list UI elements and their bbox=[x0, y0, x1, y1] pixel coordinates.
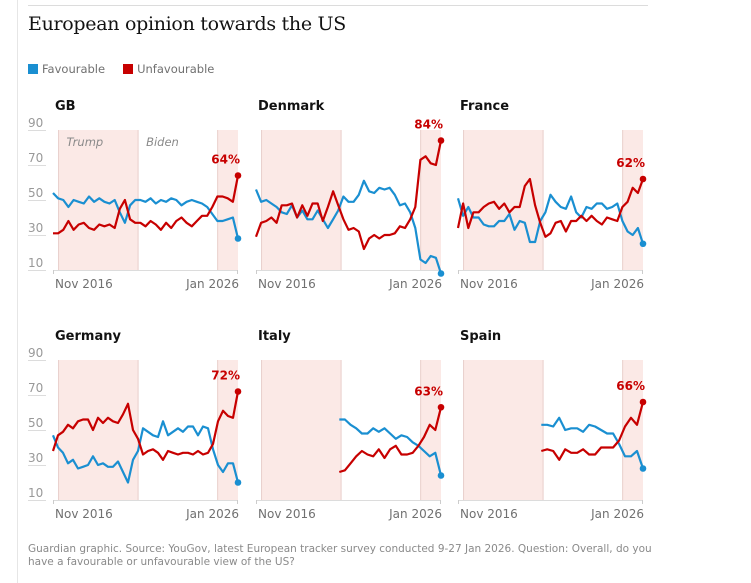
spain-xtick-start: Nov 2016 bbox=[460, 507, 518, 521]
gb-era-label-trump: Trump bbox=[67, 135, 104, 149]
spain-unfavourable-end-point bbox=[639, 398, 647, 406]
italy-xtick-end: Jan 2026 bbox=[388, 507, 442, 521]
spain-xtick-end: Jan 2026 bbox=[590, 507, 644, 521]
gb-ytick-50: 50 bbox=[28, 186, 43, 200]
italy-favourable-line bbox=[339, 418, 443, 476]
france-unfavourable-line bbox=[456, 177, 645, 238]
spain-era-shade-0 bbox=[463, 360, 544, 500]
germany-xtick-end: Jan 2026 bbox=[185, 507, 239, 521]
gb-unfavourable-end-point bbox=[234, 172, 242, 179]
italy-favourable-end-point bbox=[437, 472, 445, 479]
spain-favourable-line bbox=[541, 416, 645, 469]
france-panel-title: France bbox=[460, 99, 509, 114]
gb-ytick-90: 90 bbox=[28, 116, 43, 130]
italy-end-label: 63% bbox=[414, 384, 443, 398]
legend-label-favourable: Favourable bbox=[42, 62, 106, 76]
france-end-label: 62% bbox=[616, 156, 645, 170]
germany-ytick-30: 30 bbox=[28, 451, 43, 465]
germany-ytick-90: 90 bbox=[28, 346, 43, 360]
germany-unfavourable-end-point bbox=[234, 388, 242, 395]
legend-item-unfavourable: Unfavourable bbox=[123, 62, 214, 76]
denmark-unfavourable-end-point bbox=[437, 137, 445, 144]
gb-era-label-biden: Biden bbox=[146, 135, 179, 149]
legend: Favourable Unfavourable bbox=[28, 62, 214, 76]
germany-ytick-70: 70 bbox=[28, 381, 43, 395]
france-era-shade-0 bbox=[463, 130, 544, 270]
gb-favourable-line bbox=[52, 192, 240, 239]
spain-favourable-end-point bbox=[639, 465, 647, 472]
source-note: Guardian graphic. Source: YouGov, latest… bbox=[28, 543, 652, 568]
italy-unfavourable-line bbox=[338, 407, 443, 474]
germany-ytick-10: 10 bbox=[28, 486, 43, 500]
gb-unfavourable-line bbox=[53, 175, 240, 235]
spain-panel-title: Spain bbox=[460, 329, 501, 344]
germany-favourable-line bbox=[51, 420, 240, 484]
legend-label-unfavourable: Unfavourable bbox=[137, 62, 215, 76]
gb-xtick-end: Jan 2026 bbox=[185, 277, 239, 291]
germany-panel-title: Germany bbox=[55, 329, 121, 344]
denmark-era-shade-0 bbox=[261, 130, 342, 270]
france-xtick-end: Jan 2026 bbox=[590, 277, 644, 291]
italy-unfavourable-end-point bbox=[437, 403, 445, 411]
italy-panel-title: Italy bbox=[258, 329, 291, 344]
unfavourable-swatch-icon bbox=[123, 64, 134, 74]
spain-era-shade-2 bbox=[622, 360, 643, 500]
legend-item-favourable: Favourable bbox=[28, 62, 105, 76]
italy-era-shade-0 bbox=[261, 360, 342, 500]
denmark-favourable-line bbox=[254, 179, 443, 274]
denmark-end-label: 84% bbox=[414, 118, 443, 132]
denmark-unfavourable-line bbox=[254, 140, 443, 251]
favourable-swatch-icon bbox=[28, 64, 38, 74]
france-favourable-end-point bbox=[639, 240, 647, 248]
germany-ytick-50: 50 bbox=[28, 416, 43, 430]
gb-xtick-start: Nov 2016 bbox=[55, 277, 113, 291]
gb-ytick-10: 10 bbox=[28, 256, 43, 270]
gb-ytick-70: 70 bbox=[28, 151, 43, 165]
gb-ytick-30: 30 bbox=[28, 221, 43, 235]
france-unfavourable-end-point bbox=[639, 175, 647, 183]
chart-title: European opinion towards the US bbox=[28, 13, 346, 35]
gb-era-shade-2 bbox=[217, 130, 238, 270]
france-favourable-line bbox=[456, 193, 645, 245]
gb-end-label: 64% bbox=[211, 153, 240, 167]
gb-panel-title: GB bbox=[55, 99, 76, 114]
germany-end-label: 72% bbox=[211, 369, 240, 383]
germany-xtick-start: Nov 2016 bbox=[55, 507, 113, 521]
italy-xtick-start: Nov 2016 bbox=[258, 507, 316, 521]
denmark-panel-title: Denmark bbox=[258, 99, 325, 114]
germany-favourable-end-point bbox=[234, 479, 242, 486]
denmark-favourable-end-point bbox=[437, 270, 445, 277]
france-era-shade-2 bbox=[622, 130, 643, 270]
gb-favourable-end-point bbox=[234, 235, 242, 242]
top-rule bbox=[28, 5, 648, 6]
spain-end-label: 66% bbox=[616, 379, 645, 393]
france-xtick-start: Nov 2016 bbox=[460, 277, 518, 291]
spain-unfavourable-line bbox=[540, 401, 645, 461]
italy-era-shade-2 bbox=[420, 360, 441, 500]
left-border bbox=[17, 0, 18, 583]
denmark-xtick-end: Jan 2026 bbox=[388, 277, 442, 291]
denmark-xtick-start: Nov 2016 bbox=[258, 277, 316, 291]
germany-unfavourable-line bbox=[51, 391, 240, 461]
